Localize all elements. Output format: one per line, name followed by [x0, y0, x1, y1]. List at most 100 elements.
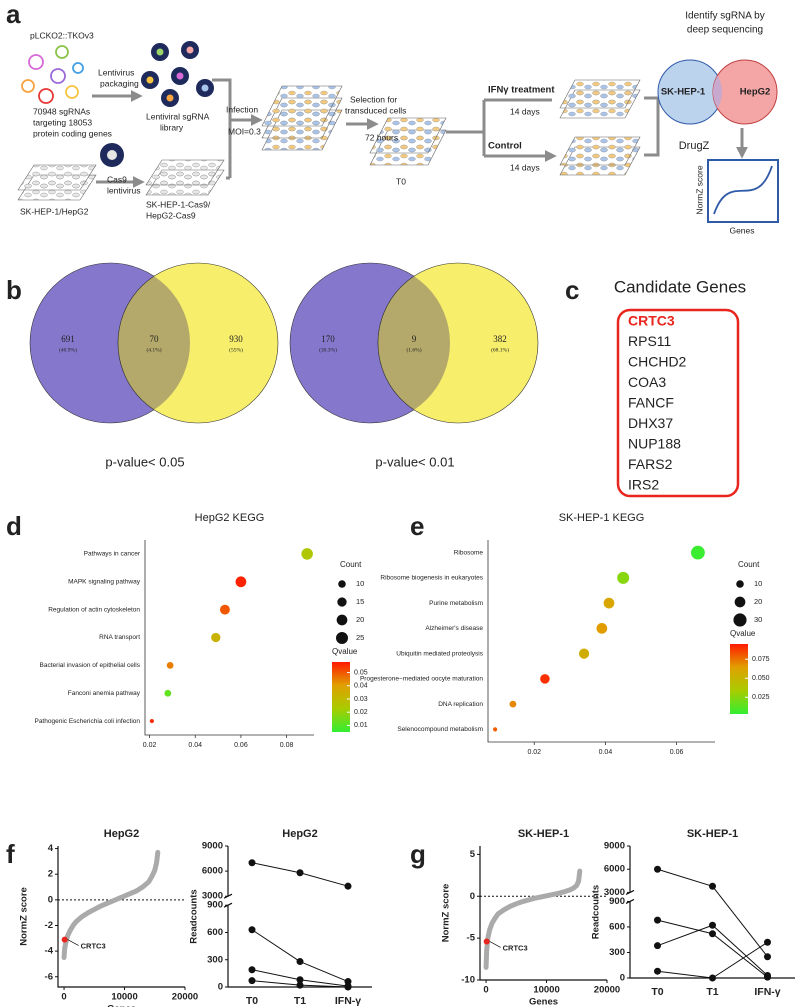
- axis: [144, 540, 314, 736]
- y-tick-label: 900: [207, 900, 223, 911]
- axis: [227, 846, 372, 988]
- label: targeting 18053: [33, 117, 92, 127]
- point: [709, 882, 716, 890]
- label: library: [160, 122, 184, 132]
- point: [296, 981, 304, 989]
- chart-title: HepG2 KEGG: [195, 512, 265, 524]
- point: [296, 869, 304, 877]
- y-tick-label: Pathogenic Escherichia coli infection: [34, 718, 140, 725]
- legend-bubble: [336, 632, 348, 644]
- x-tick-label: T1: [294, 995, 306, 1007]
- label: Lentivirus: [98, 67, 134, 77]
- point: [654, 865, 661, 873]
- legend-bubble: [337, 597, 347, 607]
- label: HepG2: [740, 87, 771, 98]
- highlight-point: [61, 936, 68, 943]
- x-tick-label: 20000: [172, 992, 198, 1003]
- x-tick-label: IFN-γ: [754, 986, 780, 998]
- label: Genes: [729, 225, 754, 235]
- legend-title: Count: [340, 560, 362, 569]
- cell-dish: [145, 159, 225, 186]
- candidates-title: Candidate Genes: [614, 277, 746, 296]
- y-tick-label: 0: [218, 982, 223, 993]
- label: Control: [488, 141, 522, 152]
- label: MOI=0.3: [228, 126, 261, 136]
- bubble: [164, 689, 172, 697]
- y-tick-label: Progesterone−mediated oocyte maturation: [360, 676, 483, 683]
- color-bar: [730, 644, 748, 714]
- cell-dish: [261, 85, 343, 127]
- venn-percent: (30.3%): [319, 346, 337, 353]
- point: [654, 942, 661, 950]
- y-tick-label: MAPK signaling pathway: [68, 579, 141, 586]
- bubble: [493, 727, 498, 732]
- gene: NUP188: [628, 436, 681, 452]
- gene: IRS2: [628, 477, 659, 493]
- label: packaging: [100, 78, 139, 88]
- y-tick-label: -2: [45, 920, 53, 931]
- venn-caption: p-value< 0.01: [375, 454, 454, 469]
- plasmid-pool: [21, 45, 84, 104]
- point: [248, 966, 256, 974]
- y-tick-label: Purine metabolism: [429, 600, 483, 607]
- y-tick-label: 9000: [604, 841, 625, 852]
- series-line: [61, 849, 161, 961]
- label: Cas9: [107, 174, 127, 184]
- x-tick-label: 0.08: [280, 742, 294, 749]
- point: [764, 938, 771, 946]
- y-tick-label: Pathways in cancer: [84, 551, 141, 558]
- label: transduced cells: [345, 105, 406, 115]
- venn-labels: 691 (40.9%) 70 (4.1%) 930 (55%) p-value< 0.05 1…: [59, 334, 509, 469]
- legend-bubble: [733, 613, 747, 627]
- arrow: [446, 98, 552, 156]
- y-tick-label: Fanconi anemia pathway: [68, 690, 141, 697]
- chart-title: SK-HEP-1 KEGG: [559, 512, 645, 524]
- axis: [57, 846, 185, 988]
- color-tick-label: 0.01: [354, 722, 368, 729]
- x-axis-label: Genes: [529, 997, 558, 1007]
- gene: RPS11: [628, 333, 672, 349]
- label: Infection: [226, 104, 258, 114]
- label: NormZ score: [694, 165, 704, 214]
- y-tick-label: 6000: [202, 866, 223, 877]
- x-tick-label: IFN-γ: [335, 995, 361, 1007]
- y-tick-label: RNA transport: [99, 634, 140, 641]
- label: 70948 sgRNAs: [33, 106, 90, 116]
- y-tick-label: 9000: [202, 841, 223, 852]
- y-tick-label: Selenocompound metabolism: [397, 726, 483, 733]
- color-tick-label: 0.03: [354, 696, 368, 703]
- point: [344, 882, 352, 890]
- label: Lentiviral sgRNA: [146, 111, 210, 121]
- label: Selection for: [350, 94, 397, 104]
- gene: FANCF: [628, 395, 674, 411]
- point: [709, 930, 716, 938]
- bubble: [301, 548, 313, 560]
- series-line: [483, 868, 583, 970]
- legend-title: Count: [738, 560, 760, 569]
- legend-bubble: [734, 596, 746, 608]
- label: protein coding genes: [33, 128, 112, 138]
- venn-caption: p-value< 0.05: [105, 454, 184, 469]
- y-tick-label: Ribosome biogenesis in eukaryotes: [380, 575, 483, 582]
- leader: [67, 939, 79, 946]
- x-tick-label: 0.04: [599, 749, 613, 756]
- y-tick-label: 900: [609, 896, 625, 907]
- point: [764, 971, 771, 979]
- point: [248, 926, 256, 934]
- bubble: [166, 661, 174, 669]
- color-tick-label: 0.025: [752, 694, 770, 701]
- venn-count: 930: [229, 334, 243, 344]
- color-tick-label: 0.05: [354, 669, 368, 676]
- highlight-label: CRTC3: [503, 943, 528, 952]
- venn-count: 382: [493, 334, 507, 344]
- label: 72 hours: [365, 132, 398, 142]
- point: [344, 983, 352, 991]
- legend-title: Qvalue: [730, 629, 756, 638]
- chart-title: HepG2: [104, 828, 139, 840]
- bubble: [603, 597, 615, 609]
- panel-label: d: [6, 511, 22, 541]
- y-tick-label: 600: [207, 927, 223, 938]
- legend-label: 20: [754, 597, 762, 606]
- cell-dish: [369, 117, 447, 154]
